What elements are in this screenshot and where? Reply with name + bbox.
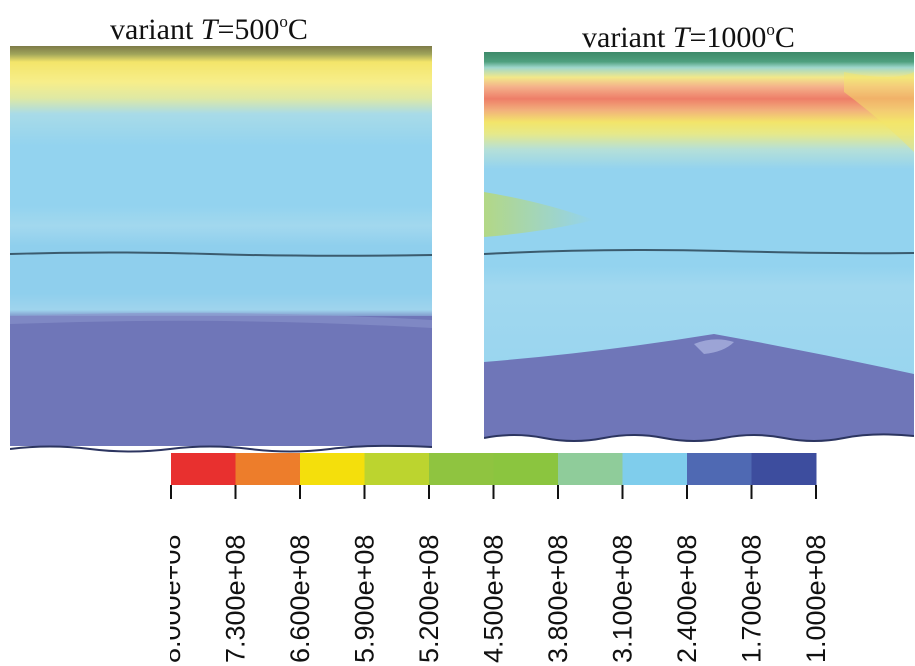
title-prefix: variant bbox=[582, 21, 673, 54]
title-variable: T bbox=[672, 21, 690, 54]
colorbar-tick-label: 3.800e+08 bbox=[543, 535, 573, 663]
green-wedge bbox=[484, 192, 594, 237]
bottom-boundary-line bbox=[10, 444, 432, 453]
colorbar-swatch bbox=[493, 453, 559, 485]
bottom-boundary bbox=[484, 434, 914, 450]
colorbar-tick-label: 1.700e+08 bbox=[737, 535, 767, 663]
lower-field-edge bbox=[10, 312, 432, 328]
low-stress-highlight bbox=[694, 339, 734, 354]
colorbar-ticks bbox=[170, 485, 817, 499]
colorbar-swatch bbox=[429, 453, 494, 485]
colorbar-tick-label: 5.200e+08 bbox=[414, 535, 444, 663]
title-value: =1000 bbox=[689, 21, 767, 54]
panel-title-right: variant T=1000oC bbox=[582, 21, 795, 53]
colorbar-tick-label: 6.600e+08 bbox=[285, 535, 315, 663]
title-unit: C bbox=[774, 21, 795, 54]
colorbar-tick-label: 4.500e+08 bbox=[479, 535, 509, 663]
title-prefix: variant bbox=[110, 13, 201, 46]
title-unit: C bbox=[287, 13, 308, 46]
colorbar-swatch bbox=[171, 453, 236, 485]
colorbar-swatch bbox=[751, 453, 817, 485]
hot-spot-right bbox=[844, 72, 914, 152]
title-degree: o bbox=[279, 12, 288, 31]
colorbar-tick-label: 1.000e+08 bbox=[801, 535, 830, 663]
colorbar-swatch bbox=[364, 453, 430, 485]
colorbar-swatch bbox=[558, 453, 623, 485]
colorbar-labels: 8.000e+08 7.300e+08 6.600e+08 5.900e+08 5.20… bbox=[170, 535, 830, 663]
colorbar-swatches bbox=[171, 453, 817, 485]
colorbar-tick-label: 5.900e+08 bbox=[350, 535, 380, 663]
title-degree: o bbox=[766, 20, 775, 39]
bottom-boundary-line bbox=[484, 433, 914, 442]
colorbar-tick-label: 7.300e+08 bbox=[221, 535, 251, 663]
colorbar-legend: 8.000e+08 7.300e+08 6.600e+08 5.900e+08 5.20… bbox=[170, 453, 830, 663]
colorbar-swatch bbox=[622, 453, 688, 485]
colorbar-swatch bbox=[687, 453, 752, 485]
colorbar-swatch bbox=[235, 453, 301, 485]
colorbar-tick-label: 2.400e+08 bbox=[672, 535, 702, 663]
low-stress-region bbox=[484, 334, 914, 442]
title-value: =500 bbox=[217, 13, 280, 46]
interface-line bbox=[484, 249, 914, 255]
contour-field bbox=[10, 316, 432, 446]
contour-plot-left bbox=[10, 46, 432, 458]
panel-title-left: variant T=500oC bbox=[110, 13, 308, 45]
colorbar-tick-label: 8.000e+08 bbox=[170, 535, 186, 663]
interface-line bbox=[10, 251, 432, 257]
colorbar-swatch bbox=[300, 453, 365, 485]
colorbar-tick-label: 3.100e+08 bbox=[608, 535, 638, 663]
title-variable: T bbox=[200, 13, 218, 46]
contour-plot-right bbox=[484, 52, 914, 450]
